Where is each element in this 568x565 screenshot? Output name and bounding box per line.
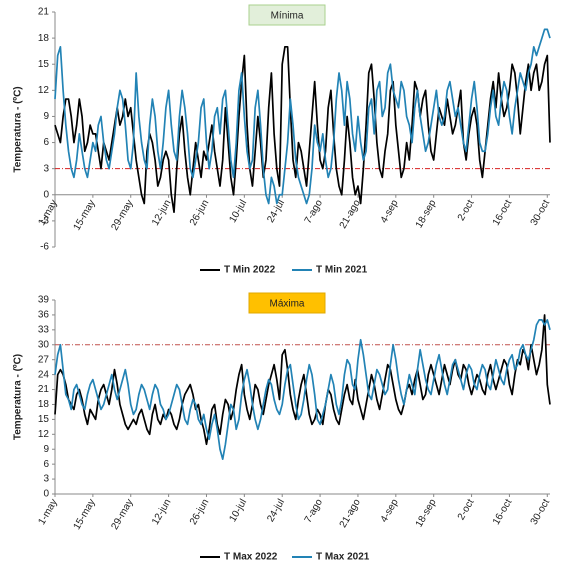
- x-tick-label: 4-sep: [379, 198, 401, 226]
- x-tick-label: 16-oct: [491, 198, 515, 228]
- x-tick-label: 4-sep: [379, 497, 401, 525]
- x-tick-label: 15-may: [72, 198, 98, 232]
- x-tick-label: 10-jul: [227, 497, 249, 524]
- legend-label: T Min 2022: [224, 265, 276, 276]
- x-tick-label: 10-jul: [227, 198, 249, 225]
- chart-title: Mínima: [271, 11, 304, 22]
- legend-label: T Max 2022: [224, 552, 278, 563]
- x-tick-label: 16-oct: [491, 497, 515, 527]
- y-tick-label: 33: [38, 324, 50, 335]
- x-tick-label: 18-sep: [414, 198, 439, 230]
- y-tick-label: 9: [43, 111, 49, 122]
- y-tick-label: -6: [40, 242, 49, 253]
- y-tick-label: 12: [38, 85, 50, 96]
- y-axis-title: Temperatura - (ºC): [13, 354, 24, 440]
- y-tick-label: 12: [38, 429, 50, 440]
- chart-title: Máxima: [269, 299, 304, 310]
- y-tick-label: -3: [40, 216, 49, 227]
- x-tick-label: 2-oct: [456, 497, 477, 522]
- x-tick-label: 21-ago: [338, 497, 363, 530]
- x-tick-label: 1-may: [36, 497, 59, 527]
- x-tick-label: 30-oct: [529, 497, 553, 527]
- legend-label: T Max 2021: [316, 552, 370, 563]
- series-line: [54, 314, 551, 446]
- x-tick-label: 30-oct: [529, 198, 553, 228]
- y-tick-label: 15: [38, 414, 50, 425]
- y-tick-label: 21: [38, 384, 50, 395]
- y-tick-label: 9: [43, 444, 49, 455]
- x-tick-label: 15-may: [72, 497, 98, 531]
- series-line: [54, 28, 551, 205]
- x-tick-label: 2-oct: [456, 198, 477, 223]
- x-tick-label: 26-jun: [188, 198, 211, 228]
- y-tick-label: 30: [38, 339, 50, 350]
- y-tick-label: 27: [38, 354, 50, 365]
- x-tick-label: 26-jun: [188, 497, 211, 527]
- y-axis-title: Temperatura - (ºC): [13, 86, 24, 172]
- y-tick-label: 18: [38, 33, 50, 44]
- y-tick-label: 18: [38, 399, 50, 410]
- y-tick-label: 36: [38, 310, 50, 321]
- x-tick-label: 24-jul: [265, 497, 287, 524]
- x-tick-label: 29-may: [109, 198, 135, 232]
- x-tick-label: 1-may: [36, 198, 59, 228]
- series-line: [54, 45, 551, 214]
- title-box: [248, 292, 326, 314]
- x-tick-label: 12-jun: [150, 198, 173, 228]
- legend-label: T Min 2021: [316, 265, 368, 276]
- y-tick-label: 3: [43, 163, 49, 174]
- y-tick-label: 6: [43, 137, 49, 148]
- x-tick-label: 29-may: [109, 497, 135, 531]
- y-tick-label: 0: [43, 189, 49, 200]
- y-tick-label: 6: [43, 459, 49, 470]
- y-tick-label: 0: [43, 489, 49, 500]
- y-tick-label: 21: [38, 7, 50, 18]
- x-tick-label: 18-sep: [414, 497, 439, 529]
- y-tick-label: 15: [38, 59, 50, 70]
- x-tick-label: 7-ago: [303, 497, 326, 525]
- y-tick-label: 39: [38, 295, 50, 306]
- x-tick-label: 21-ago: [338, 198, 363, 231]
- x-tick-label: 12-jun: [150, 497, 173, 527]
- title-box: [248, 4, 326, 26]
- series-line: [54, 319, 551, 461]
- y-tick-label: 3: [43, 474, 49, 485]
- y-tick-label: 24: [38, 369, 50, 380]
